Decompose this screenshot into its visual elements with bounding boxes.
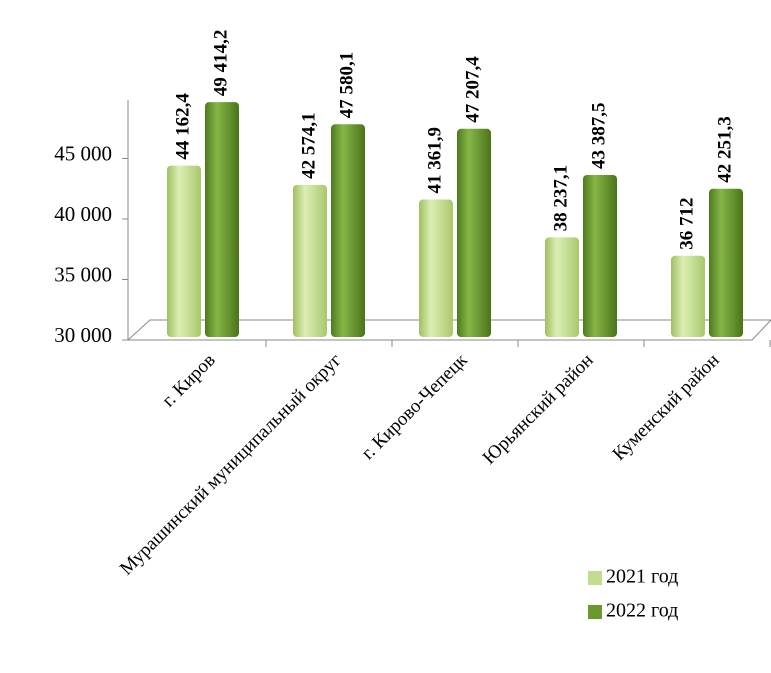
value-label: 41 361,9 <box>424 127 445 194</box>
bar <box>167 165 201 337</box>
bar <box>205 102 239 337</box>
bar <box>545 237 579 337</box>
legend-label: 2022 год <box>606 600 678 622</box>
bar <box>331 124 365 337</box>
x-tick-label: Мурашинский муниципальный округ <box>116 350 346 580</box>
y-tick-label: 30 000 <box>54 323 112 347</box>
bar <box>457 128 491 337</box>
x-tick-label: Куменский район <box>609 350 724 465</box>
value-label: 42 574,1 <box>298 112 319 179</box>
bar <box>671 255 705 337</box>
value-label: 43 387,5 <box>588 103 609 170</box>
x-tick-label: г. Кирово-Чепецк <box>357 349 472 464</box>
x-tick-label: Юрьянский район <box>479 350 598 469</box>
bar <box>709 188 743 337</box>
legend-label: 2021 год <box>606 566 678 588</box>
value-label: 36 712 <box>676 198 697 250</box>
value-label: 44 162,4 <box>172 93 193 160</box>
floor <box>126 319 771 341</box>
y-tick-label: 45 000 <box>54 141 112 165</box>
value-label: 42 251,3 <box>714 116 735 183</box>
value-label: 38 237,1 <box>550 165 571 232</box>
legend-swatch <box>588 571 602 585</box>
value-label: 47 207,4 <box>462 56 483 123</box>
bar <box>293 184 327 337</box>
legend-swatch <box>588 605 602 619</box>
y-tick-label: 35 000 <box>54 262 112 286</box>
y-tick-label: 40 000 <box>54 202 112 226</box>
value-label: 49 414,2 <box>210 30 231 97</box>
x-tick-label: г. Киров <box>158 350 220 412</box>
bar <box>583 175 617 337</box>
bar <box>419 199 453 337</box>
value-label: 47 580,1 <box>336 52 357 119</box>
